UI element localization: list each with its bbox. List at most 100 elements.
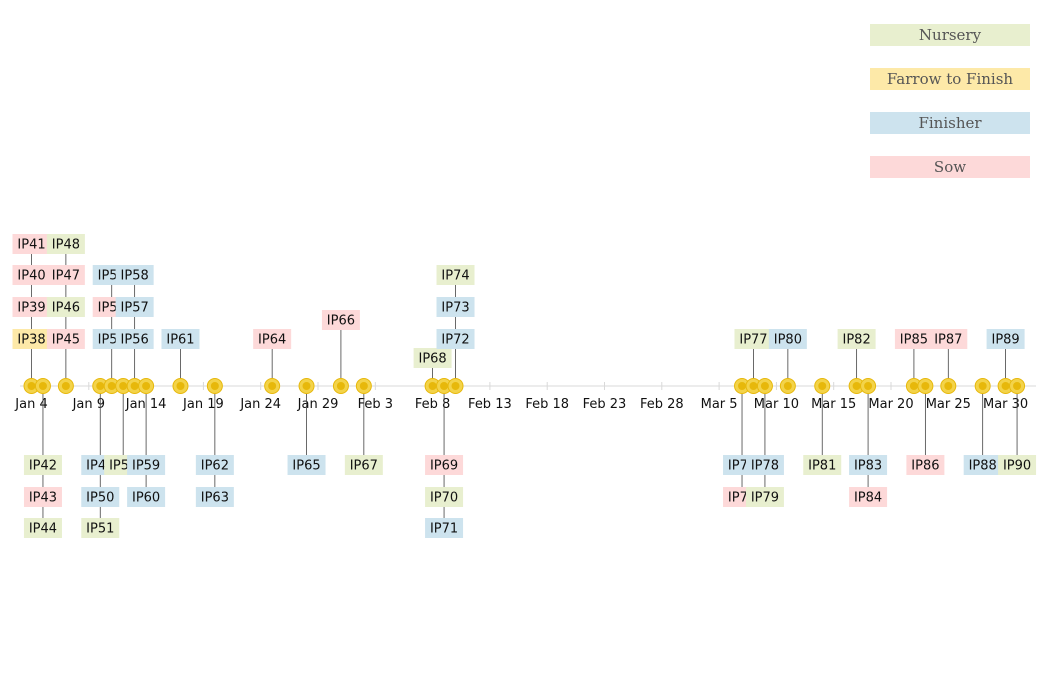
tick-label: Feb 23: [583, 397, 627, 412]
event-label-box: [768, 329, 807, 349]
event-label-text: IP62: [201, 459, 229, 474]
event-label-text: IP46: [52, 301, 80, 316]
event-label-box: [963, 455, 1002, 475]
event-label-box: [253, 329, 292, 349]
event-marker: [1001, 382, 1010, 390]
tick-label: Mar 20: [868, 397, 913, 412]
event-label-text: IP58: [121, 269, 149, 284]
tick-label: Feb 13: [468, 397, 512, 412]
event-label-box: [23, 487, 62, 507]
event-label-text: IP85: [900, 333, 928, 348]
tick-label: Mar 30: [983, 397, 1028, 412]
tick-label: Jan 9: [72, 397, 105, 412]
event-label: IP70: [425, 487, 464, 507]
event-label: IP43: [23, 487, 62, 507]
event-label-text: IP82: [843, 333, 871, 348]
event-label-text: IP71: [430, 522, 458, 537]
event-label: IP50: [81, 487, 120, 507]
event-label: IP62: [195, 455, 234, 475]
event-label: IP40: [12, 265, 51, 285]
event-label-box: [436, 265, 475, 285]
tick-label: Feb 28: [640, 397, 684, 412]
event-label: IP58: [115, 265, 154, 285]
event-label: IP41: [12, 234, 51, 254]
event-label-text: IP50: [86, 491, 114, 506]
event-label-text: IP78: [751, 459, 779, 474]
event-label-box: [115, 297, 154, 317]
label-layer: IP38 IP39 IP40 IP41 IP42 IP43 IP44 IP45 IP46 IP47…: [12, 234, 1037, 538]
event-label-text: IP64: [258, 333, 286, 348]
tick-label: Mar 25: [926, 397, 971, 412]
tick-label: Feb 3: [358, 397, 393, 412]
event-label-box: [425, 487, 464, 507]
event-label-text: IP41: [17, 238, 45, 253]
event-label-text: IP65: [292, 459, 320, 474]
event-marker: [359, 382, 368, 390]
event-label: IP65: [287, 455, 326, 475]
event-label: IP48: [46, 234, 85, 254]
event-marker: [909, 382, 918, 390]
event-marker: [302, 382, 311, 390]
event-label: IP71: [425, 518, 464, 538]
event-marker: [142, 382, 151, 390]
event-label-box: [115, 265, 154, 285]
event-label-box: [425, 518, 464, 538]
event-marker: [864, 382, 873, 390]
event-label-box: [803, 455, 842, 475]
tick-label: Feb 18: [525, 397, 569, 412]
event-marker: [818, 382, 827, 390]
event-marker: [96, 382, 105, 390]
event-label-box: [837, 329, 876, 349]
event-label-text: IP59: [132, 459, 160, 474]
event-label-text: IP57: [121, 301, 149, 316]
tick-label: Mar 15: [811, 397, 856, 412]
event-marker: [852, 382, 861, 390]
event-label-text: IP69: [430, 459, 458, 474]
event-label-box: [929, 329, 968, 349]
event-label-text: IP88: [969, 459, 997, 474]
event-marker: [176, 382, 185, 390]
event-label-text: IP86: [911, 459, 939, 474]
event-label-text: IP42: [29, 459, 57, 474]
event-label: IP51: [81, 518, 120, 538]
event-label-text: IP60: [132, 491, 160, 506]
event-label: IP57: [115, 297, 154, 317]
event-label-box: [894, 329, 933, 349]
event-label: IP60: [127, 487, 166, 507]
event-label-text: IP44: [29, 522, 57, 537]
tick-label: Feb 8: [415, 397, 450, 412]
event-label-box: [734, 329, 773, 349]
tick-label: Mar 10: [754, 397, 799, 412]
event-label-text: IP43: [29, 491, 57, 506]
event-label-text: IP67: [350, 459, 378, 474]
event-label-text: IP40: [17, 269, 45, 284]
event-marker: [749, 382, 758, 390]
event-label: IP39: [12, 297, 51, 317]
event-label-text: IP63: [201, 491, 229, 506]
event-label: IP83: [849, 455, 888, 475]
event-label: IP78: [745, 455, 784, 475]
event-label-box: [81, 518, 120, 538]
event-label: IP47: [46, 265, 85, 285]
event-label-text: IP77: [739, 333, 767, 348]
event-label: IP87: [929, 329, 968, 349]
event-label-text: IP84: [854, 491, 882, 506]
event-label-box: [986, 329, 1025, 349]
event-label: IP79: [745, 487, 784, 507]
event-label-box: [46, 234, 85, 254]
event-label-box: [745, 487, 784, 507]
event-label: IP85: [894, 329, 933, 349]
event-label-box: [413, 348, 452, 368]
event-label: IP61: [161, 329, 200, 349]
legend-item-sow: Sow: [870, 156, 1030, 178]
event-label-text: IP39: [17, 301, 45, 316]
event-label-box: [195, 455, 234, 475]
event-label-box: [998, 455, 1037, 475]
event-label-text: IP83: [854, 459, 882, 474]
event-label-box: [287, 455, 326, 475]
event-label: IP88: [963, 455, 1002, 475]
event-label-box: [12, 265, 51, 285]
event-label: IP82: [837, 329, 876, 349]
event-label-text: IP45: [52, 333, 80, 348]
